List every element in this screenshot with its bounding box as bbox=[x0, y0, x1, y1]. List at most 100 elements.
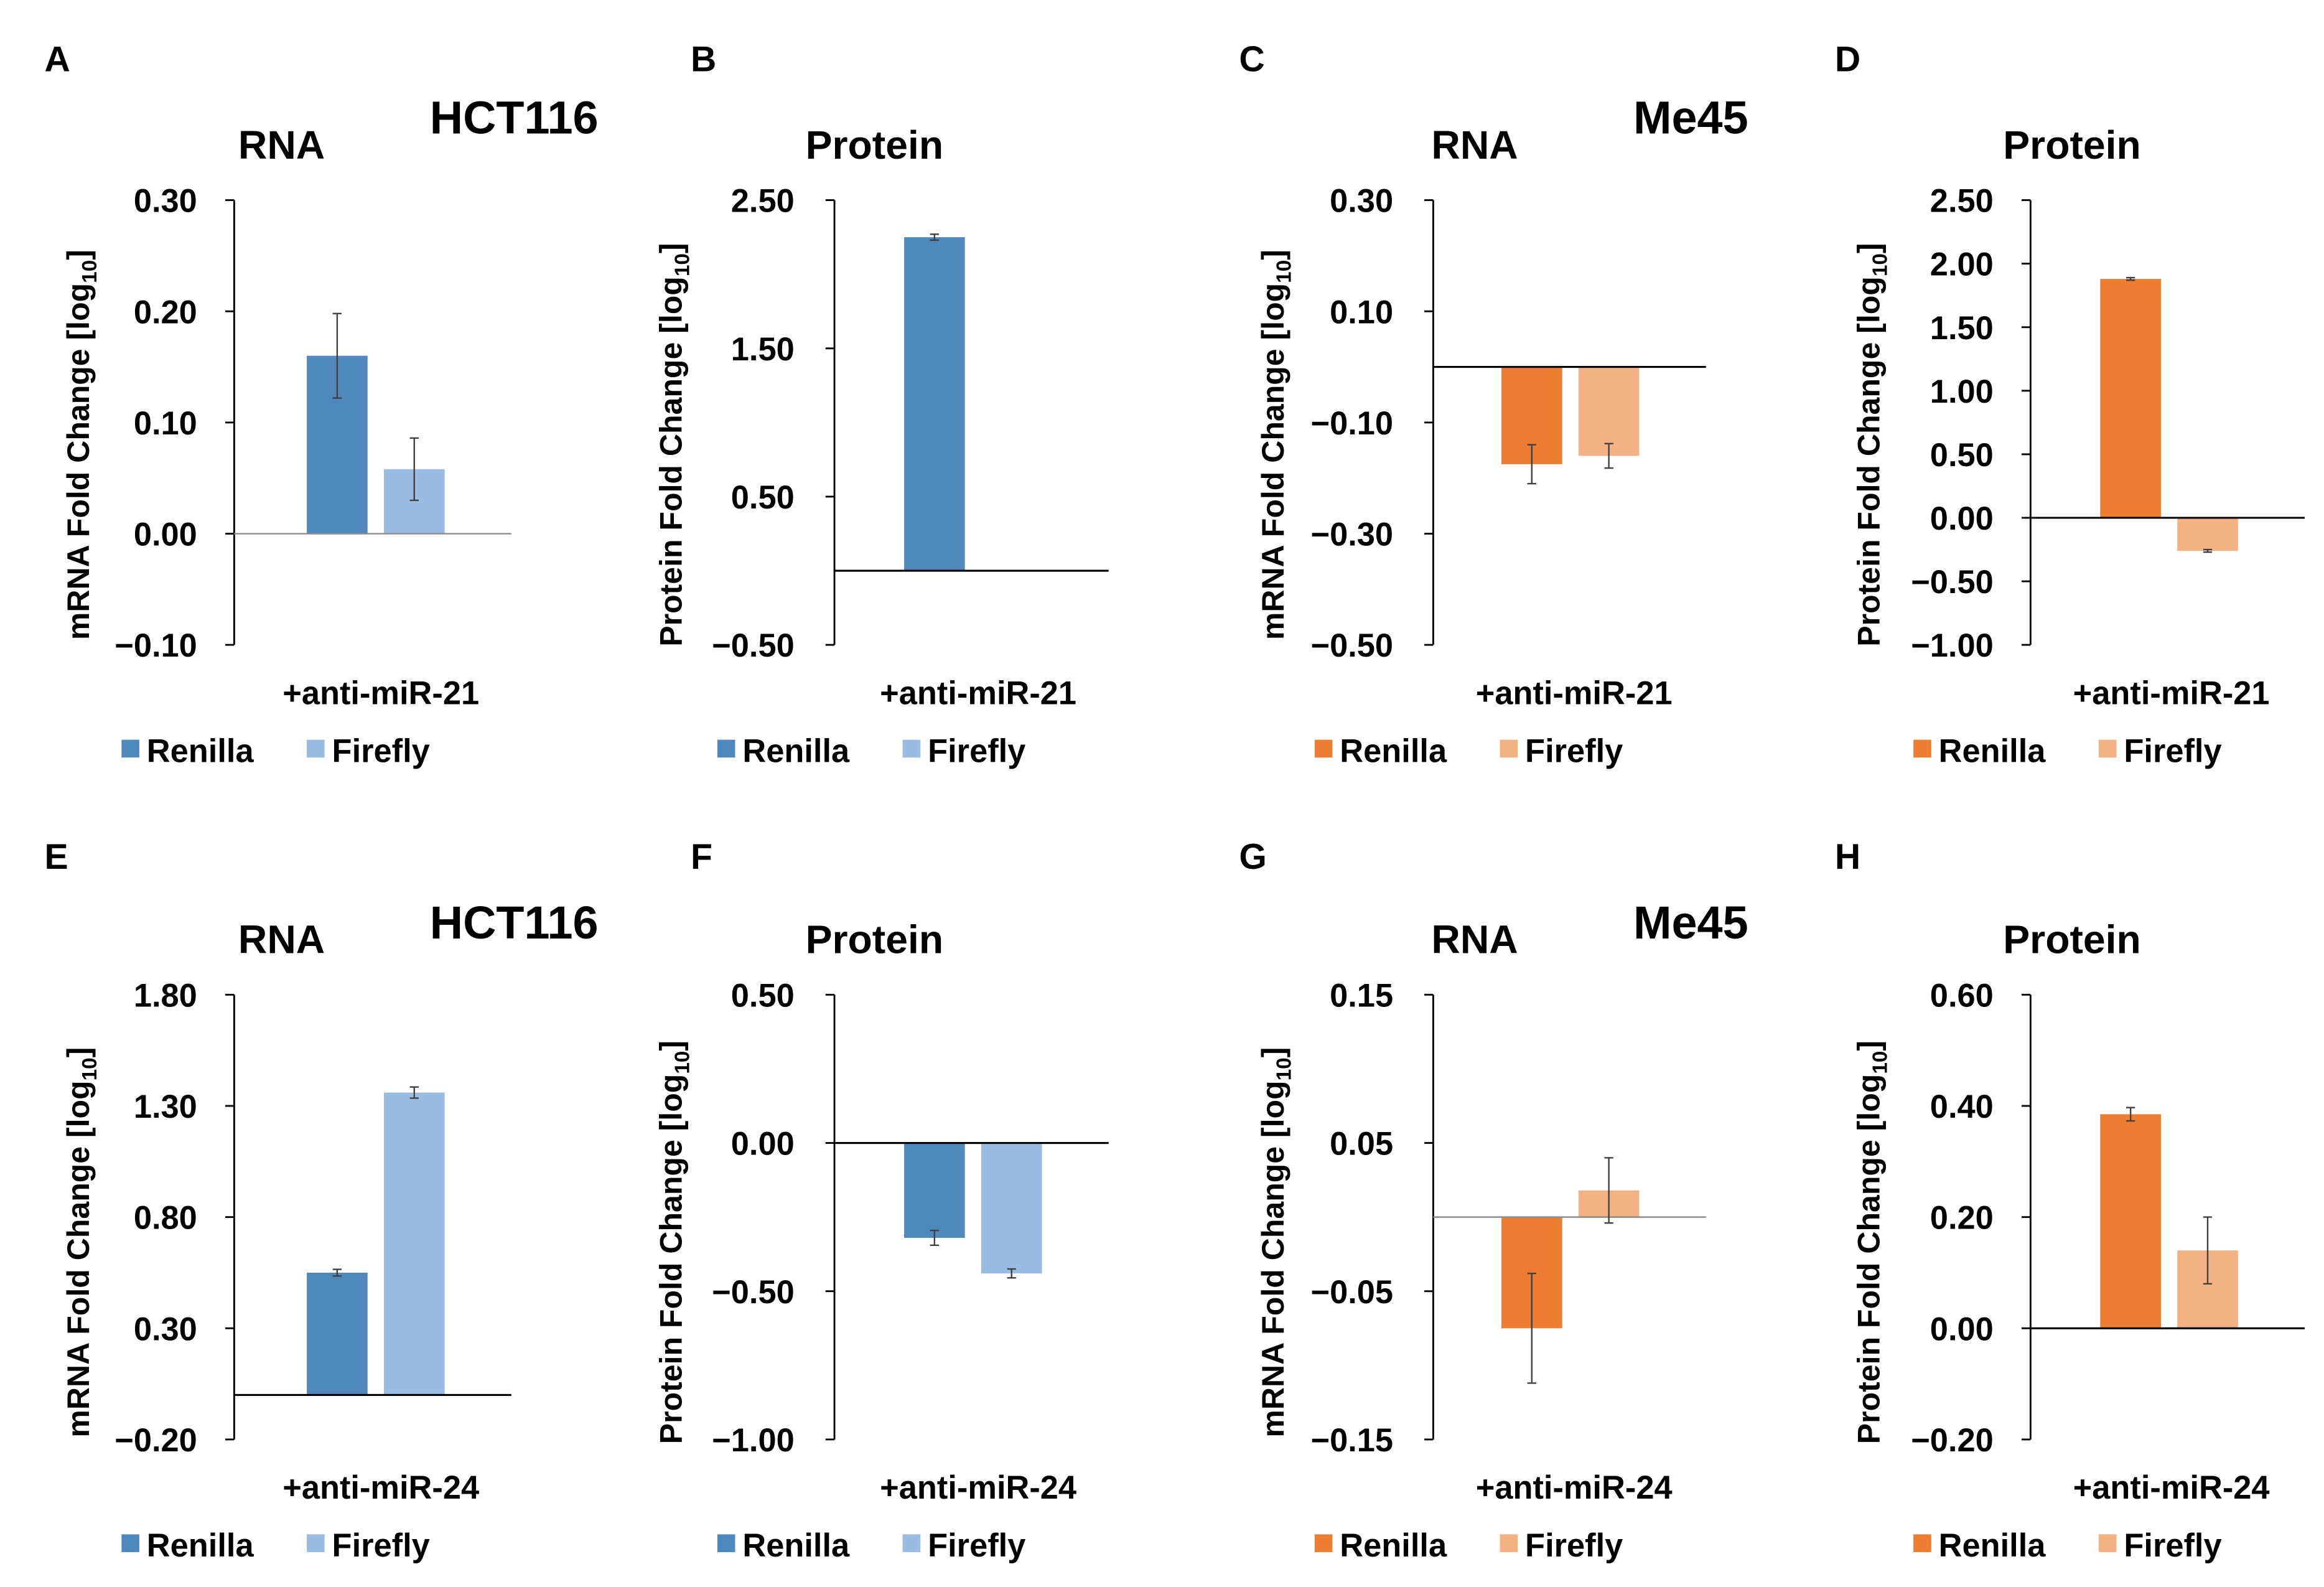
chart-title: Protein bbox=[806, 123, 944, 167]
panel-f: F Protein 0.50 0.00 −0.50 −1.00 Protein Fold C… bbox=[654, 837, 1109, 1564]
legend-label-firefly: Firefly bbox=[928, 733, 1025, 769]
y-axis-label-sub: 10 bbox=[1273, 260, 1296, 283]
error-bar-firefly bbox=[409, 1086, 419, 1099]
y-axis-label-main: mRNA Fold Change [log bbox=[1256, 1080, 1290, 1437]
error-bar-renilla bbox=[332, 1268, 342, 1277]
x-category-label: +anti-miR-24 bbox=[282, 1470, 479, 1506]
bar-firefly bbox=[981, 1143, 1042, 1274]
bar-renilla bbox=[2100, 1114, 2161, 1329]
y-tick-label: 1.50 bbox=[731, 332, 795, 368]
panel-e: E RNA HCT116 1.80 1.30 0.80 0.30 −0.20 mRNA Fold… bbox=[44, 837, 598, 1564]
y-axis-label-sub: 10 bbox=[1869, 1051, 1892, 1074]
legend-label-firefly: Firefly bbox=[2124, 1528, 2221, 1564]
chart-title: RNA bbox=[238, 123, 325, 167]
y-tick-label: 0.50 bbox=[1930, 438, 1994, 474]
chart-title: RNA bbox=[238, 917, 325, 962]
chart-title: Protein bbox=[806, 917, 944, 962]
y-axis-label-main: mRNA Fold Change [log bbox=[1256, 283, 1290, 640]
legend-swatch-renilla bbox=[1913, 739, 1931, 758]
y-axis-label-end: ] bbox=[61, 1047, 96, 1058]
y-tick-label: 0.20 bbox=[1930, 1201, 1994, 1237]
cell-line-label: Me45 bbox=[1633, 897, 1748, 948]
y-axis-label: mRNA Fold Change [log10] bbox=[61, 250, 101, 640]
legend-swatch-renilla bbox=[717, 1534, 735, 1552]
panel-letter: F bbox=[691, 837, 712, 877]
chart-title: Protein bbox=[2003, 123, 2141, 167]
chart-title: RNA bbox=[1431, 123, 1518, 167]
y-axis-label-end: ] bbox=[1851, 1041, 1886, 1051]
y-axis-label-end: ] bbox=[61, 250, 96, 260]
y-axis-label-main: Protein Fold Change [log bbox=[1851, 276, 1886, 647]
y-tick-label: −0.10 bbox=[1311, 406, 1394, 442]
error-bar-renilla bbox=[1527, 1272, 1536, 1384]
y-tick-label: 1.30 bbox=[134, 1089, 197, 1125]
cell-line-label: HCT116 bbox=[430, 91, 599, 143]
panel-letter: H bbox=[1835, 837, 1860, 877]
y-axis-label-end: ] bbox=[1851, 243, 1886, 253]
legend-swatch-firefly bbox=[1500, 739, 1518, 758]
y-tick-label: 0.10 bbox=[1330, 294, 1393, 330]
legend-swatch-firefly bbox=[1500, 1534, 1518, 1552]
legend-swatch-firefly bbox=[2098, 739, 2117, 758]
legend-label-renilla: Renilla bbox=[1939, 733, 2046, 769]
y-axis-label-sub: 10 bbox=[1869, 253, 1892, 276]
y-tick-label: 1.00 bbox=[1930, 374, 1994, 410]
legend-swatch-firefly bbox=[902, 739, 921, 758]
y-tick-label: −0.50 bbox=[1311, 628, 1394, 664]
y-axis-label: Protein Fold Change [log10] bbox=[654, 1041, 694, 1444]
legend-label-renilla: Renilla bbox=[1939, 1528, 2046, 1564]
y-tick-label: 0.40 bbox=[1930, 1089, 1994, 1125]
panel-letter: A bbox=[44, 39, 70, 79]
y-tick-label: −0.20 bbox=[1911, 1423, 1994, 1459]
bar-firefly bbox=[383, 1092, 445, 1395]
error-bar-firefly bbox=[1007, 1268, 1016, 1279]
x-category-label: +anti-miR-24 bbox=[2073, 1470, 2270, 1506]
x-category-label: +anti-miR-21 bbox=[880, 675, 1076, 711]
y-tick-label: 0.50 bbox=[731, 480, 795, 516]
y-axis-label-sub: 10 bbox=[78, 260, 101, 283]
y-axis-label: mRNA Fold Change [log10] bbox=[1256, 1047, 1296, 1438]
y-axis-label-end: ] bbox=[654, 1041, 689, 1051]
error-bar-firefly bbox=[2203, 548, 2213, 553]
legend-swatch-firefly bbox=[307, 739, 325, 758]
chart-title: Protein bbox=[2003, 917, 2141, 962]
legend-label-renilla: Renilla bbox=[147, 1528, 254, 1564]
y-tick-label: 1.50 bbox=[1930, 311, 1994, 347]
legend-label-renilla: Renilla bbox=[742, 1528, 850, 1564]
y-axis-label: mRNA Fold Change [log10] bbox=[61, 1047, 101, 1438]
panel-letter: B bbox=[691, 39, 716, 79]
legend-label-firefly: Firefly bbox=[1525, 733, 1623, 769]
y-tick-label: 0.60 bbox=[1930, 978, 1994, 1014]
bar-renilla bbox=[307, 1272, 368, 1395]
y-tick-label: −0.15 bbox=[1311, 1423, 1394, 1459]
y-axis-label: mRNA Fold Change [log10] bbox=[1256, 250, 1296, 640]
legend-swatch-firefly bbox=[307, 1534, 325, 1552]
x-category-label: +anti-miR-21 bbox=[1476, 675, 1673, 711]
error-bar-firefly bbox=[2203, 1216, 2213, 1285]
legend-swatch-renilla bbox=[121, 1534, 139, 1552]
panel-letter: C bbox=[1239, 39, 1264, 79]
y-axis-label-sub: 10 bbox=[671, 1051, 694, 1074]
y-tick-label: 1.80 bbox=[134, 978, 197, 1014]
y-tick-label: 0.20 bbox=[134, 294, 197, 330]
y-axis-label-sub: 10 bbox=[671, 253, 694, 276]
y-tick-label: 2.50 bbox=[731, 184, 795, 220]
bar-renilla bbox=[904, 237, 965, 571]
chart-title: RNA bbox=[1431, 917, 1518, 962]
y-tick-label: 0.00 bbox=[1930, 501, 1994, 537]
legend-swatch-renilla bbox=[1314, 1534, 1333, 1552]
legend-label-renilla: Renilla bbox=[1340, 733, 1447, 769]
legend-swatch-renilla bbox=[717, 739, 735, 758]
y-tick-label: 0.10 bbox=[134, 406, 197, 442]
y-axis-label-main: Protein Fold Change [log bbox=[654, 1074, 689, 1444]
panel-g: G RNA Me45 0.15 0.05 −0.05 −0.15 mRNA Fold Chan… bbox=[1239, 837, 1748, 1564]
legend-swatch-firefly bbox=[2098, 1534, 2117, 1552]
cell-line-label: Me45 bbox=[1633, 91, 1748, 143]
error-bar-renilla bbox=[1527, 444, 1536, 485]
panel-letter: G bbox=[1239, 837, 1266, 877]
y-tick-label: 0.00 bbox=[134, 517, 197, 553]
y-axis-label-sub: 10 bbox=[78, 1057, 101, 1080]
bar-firefly bbox=[1578, 367, 1640, 456]
error-bar-renilla bbox=[332, 312, 342, 399]
